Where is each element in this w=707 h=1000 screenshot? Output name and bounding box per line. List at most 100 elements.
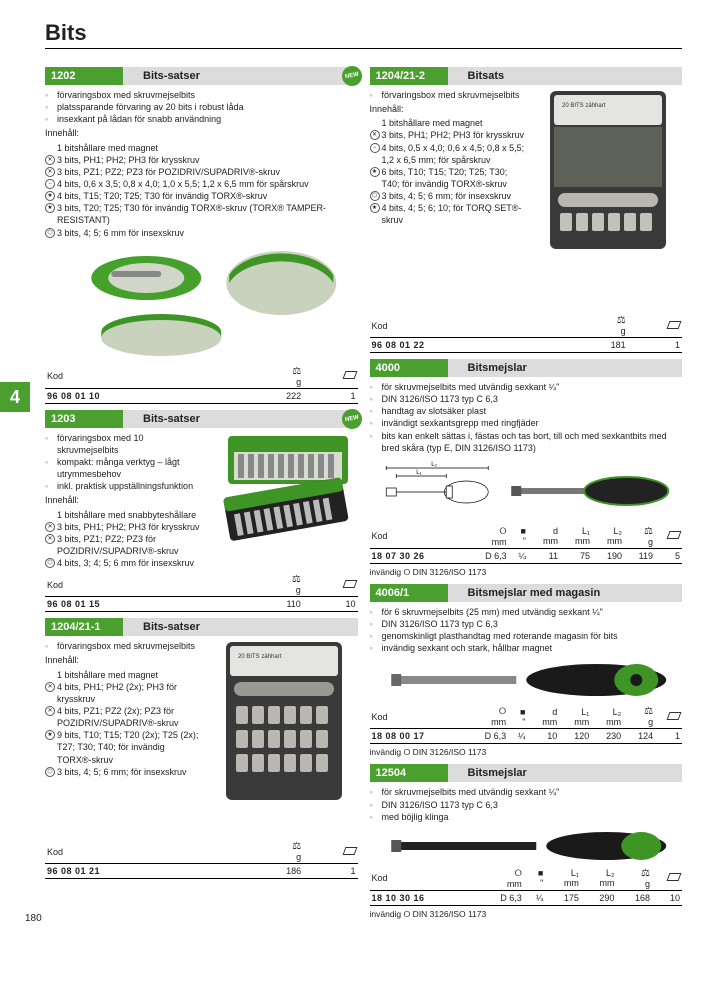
scale-icon: ⚖	[292, 841, 301, 852]
td: ¼	[524, 890, 546, 905]
content-item: ✕3 bits, PH1; PH2; PH3 för krysskruv	[45, 154, 358, 166]
feature: handtag av slotsäker plast	[370, 405, 683, 417]
td: D 6,3	[476, 890, 524, 905]
box-icon	[342, 371, 357, 379]
table-row: 96 08 01 1511010	[45, 597, 358, 612]
td-kod: 96 08 01 21	[45, 864, 239, 879]
th: ■"	[509, 525, 528, 549]
hex-icon: ⭘	[499, 526, 506, 536]
footnote: invändig ⭘ DIN 3126/ISO 1173	[370, 567, 683, 578]
feature-list: förvaringsbox med skruvmejselbits Innehå…	[45, 640, 202, 778]
content-item: ★3 bits, T20; T25; T30 för invändig TORX…	[45, 202, 358, 226]
td: 5	[655, 548, 682, 563]
content-text: 3 bits, T20; T25; T30 för invändig TORX®…	[57, 203, 326, 225]
content-text: 3 bits, PH1; PH2; PH3 för krysskruv	[382, 130, 525, 140]
product-header: 1203 Bits-satser NEW	[45, 410, 358, 428]
product-code: 12504	[370, 764, 448, 782]
columns: 1202 Bits-satser NEW förvaringsbox med s…	[45, 61, 682, 920]
product-image	[370, 658, 683, 703]
th: ■"	[508, 705, 527, 729]
page-number: 180	[25, 913, 42, 924]
content-text: 4 bits, PZ1; PZ2 (2x); PZ3 för POZIDRIV/…	[57, 706, 178, 728]
box-icon	[342, 847, 357, 855]
product-code: 4006/1	[370, 584, 448, 602]
th-qty	[303, 365, 357, 389]
th-weight: ⚖g	[616, 867, 652, 891]
product-code: 1202	[45, 67, 123, 85]
feature: förvaringsbox med skruvmejselbits	[370, 89, 527, 101]
phillips-icon: ✕	[45, 682, 55, 692]
td: 1	[303, 864, 357, 879]
feature: invändig sexkant och stark, hållbar magn…	[370, 642, 683, 654]
content-text: 3 bits, PH1; PH2; PH3 för krysskruv	[57, 155, 200, 165]
content-item: ★9 bits, T10; T15; T20 (2x); T25 (2x); T…	[45, 729, 202, 765]
td-kod: 96 08 01 22	[370, 338, 564, 353]
torx-icon: ★	[45, 191, 55, 201]
kod-table: Kod⚖g 96 08 01 211861	[45, 840, 358, 879]
product-title: Bits-satser	[123, 410, 358, 428]
square-icon: ■	[521, 526, 526, 536]
contents-intro: 1 bitshållare med magnet	[45, 669, 202, 681]
product-image	[370, 827, 683, 865]
content-text: 4 bits, T15; T20; T25; T30 för invändig …	[57, 191, 267, 201]
content-text: 3 bits, 4; 5; 6 mm; för insexskruv	[382, 191, 512, 201]
table-row: 96 08 01 102221	[45, 388, 358, 403]
kod-table: Kod ⭘mm ■" dmm L₁mm L₂mm ⚖g 18 08 00 17 …	[370, 705, 683, 744]
feature-list: förvaringsbox med skruvmejselbits platss…	[45, 89, 358, 239]
phillips-icon: ✕	[45, 155, 55, 165]
th-qty	[303, 573, 358, 597]
product-code: 1204/21-1	[45, 618, 123, 636]
td: D 6,3	[466, 548, 509, 563]
scale-icon: ⚖	[617, 315, 626, 326]
content-text: 4 bits, 4; 5; 6; 10; för TORQ SET®-skruv	[382, 203, 522, 225]
slot-icon: −	[45, 179, 55, 189]
content-item: ✕4 bits, PZ1; PZ2 (2x); PZ3 för POZIDRIV…	[45, 705, 202, 729]
product-header: 4006/1 Bitsmejslar med magasin	[370, 584, 683, 602]
square-icon: ■	[520, 707, 525, 717]
th: ⭘mm	[465, 705, 508, 729]
feature: inkl. praktisk uppställningsfunktion	[45, 480, 202, 492]
feature: förvaringsbox med skruvmejselbits	[45, 640, 202, 652]
content-item: ✕3 bits, PH1; PH2; PH3 för krysskruv	[45, 521, 202, 533]
th-kod: Kod	[45, 840, 239, 864]
contents-intro: 1 bitshållare med magnet	[370, 117, 527, 129]
content-item: ★4 bits, T15; T20; T25; T30 för invändig…	[45, 190, 358, 202]
td: 222	[239, 388, 304, 403]
title-rule	[45, 48, 682, 49]
box-icon	[667, 321, 682, 329]
feature: insexkant på lådan för snabb användning	[45, 113, 358, 125]
td: 168	[616, 890, 652, 905]
product-header: 1204/21-2 Bitsats	[370, 67, 683, 85]
th: ⭘mm	[466, 525, 509, 549]
product-title: Bits-satser	[123, 618, 358, 636]
svg-text:20 BITS zähhart: 20 BITS zähhart	[562, 103, 606, 109]
td: 1	[303, 388, 357, 403]
product-title: Bitsmejslar med magasin	[448, 584, 683, 602]
feature: förvaringsbox med skruvmejselbits	[45, 89, 358, 101]
contents-intro: 1 bitshållare med magnet	[45, 142, 358, 154]
content-text: 3 bits, PZ1; PZ2; PZ3 för POZIDRIV/SUPAD…	[57, 534, 178, 556]
table-row: 18 07 30 26 D 6,3 ¼ 11 75 190 119 5	[370, 548, 683, 563]
td: 10	[652, 890, 682, 905]
content-item: ★6 bits, T10; T15; T20; T25; T30; T40; f…	[370, 166, 527, 190]
th-kod: Kod	[370, 867, 477, 891]
kod-table: Kod⚖g 96 08 01 102221	[45, 365, 358, 404]
td: 10	[303, 597, 358, 612]
box-icon	[667, 531, 682, 539]
torq-icon: ★	[370, 203, 380, 213]
td: 75	[560, 548, 592, 563]
feature: kompakt: många verktyg – lågt utrymmesbe…	[45, 456, 202, 480]
feature: DIN 3126/ISO 1173 typ C 6,3	[370, 393, 683, 405]
content-item: ⬡3 bits, 4; 5; 6 mm; för insexskruv	[45, 766, 202, 778]
td-kod: 18 07 30 26	[370, 548, 466, 563]
product-image	[208, 428, 358, 572]
td: 119	[624, 548, 655, 563]
hex-icon: ⬡	[45, 228, 55, 238]
content-item: ⬡4 bits, 3; 4; 5; 6 mm för insexskruv	[45, 557, 202, 569]
feature-list: för skruvmejselbits med utvändig sexkant…	[370, 786, 683, 822]
box-icon	[667, 712, 682, 720]
th: L₁mm	[559, 705, 591, 729]
contents-label: Innehåll:	[45, 654, 202, 666]
feature: för skruvmejselbits med utvändig sexkant…	[370, 381, 683, 393]
td: 230	[591, 729, 623, 744]
